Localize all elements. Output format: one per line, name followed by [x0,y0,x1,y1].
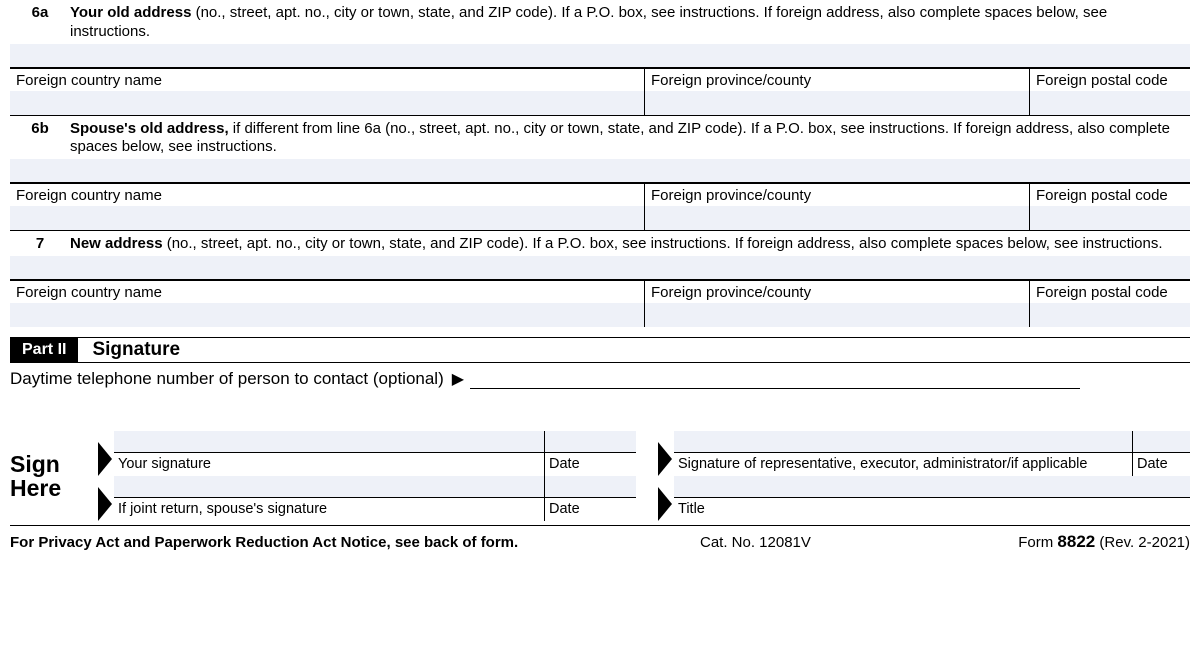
line-6b-foreign-postal-input[interactable] [1030,206,1190,230]
line-6b-number: 6b [10,120,70,137]
line-6a-foreign-postal: Foreign postal code [1030,69,1190,115]
foreign-country-label: Foreign country name [10,69,644,91]
line-7-foreign-province-input[interactable] [645,303,1029,327]
title-row: Title [656,476,1190,521]
foreign-province-label: Foreign province/county [645,69,1029,91]
line-6b-bold: Spouse's old address, [70,120,229,137]
spouse-signature-label: If joint return, spouse's signature [114,498,544,521]
date-label: Date [545,498,636,521]
line-7-foreign-country-input[interactable] [10,303,644,327]
your-signature-label: Your signature [114,453,544,476]
title-field[interactable]: Title [674,476,1190,521]
part-2-header: Part II Signature [10,337,1190,363]
footer-form-number: 8822 [1057,532,1095,551]
line-6a-foreign-row: Foreign country name Foreign province/co… [10,68,1190,115]
line-7-text: New address (no., street, apt. no., city… [70,235,1190,254]
foreign-postal-label: Foreign postal code [1030,281,1190,303]
title-label: Title [674,498,1190,521]
line-6a: 6a Your old address (no., street, apt. n… [10,0,1190,44]
line-6b-foreign-province: Foreign province/county [645,184,1030,230]
sign-here-word1: Sign [10,452,96,476]
line-6b-rest: if different from line 6a (no., street, … [70,120,1170,156]
line-7-foreign-country: Foreign country name [10,281,645,327]
spouse-signature-row: If joint return, spouse's signature Date [96,476,636,521]
part-2-title: Signature [78,339,180,361]
spouse-signature-field[interactable]: If joint return, spouse's signature [114,476,544,521]
line-6a-text: Your old address (no., street, apt. no.,… [70,4,1190,42]
line-7-foreign-province: Foreign province/county [645,281,1030,327]
line-7-foreign-postal: Foreign postal code [1030,281,1190,327]
arrow-right-icon: ▶ [450,369,470,389]
line-7-foreign-postal-input[interactable] [1030,303,1190,327]
line-6b-foreign-row: Foreign country name Foreign province/co… [10,183,1190,230]
footer-notice: For Privacy Act and Paperwork Reduction … [10,534,700,551]
arrow-right-icon [656,487,674,521]
line-6b-text: Spouse's old address, if different from … [70,120,1190,158]
line-6a-number: 6a [10,4,70,21]
foreign-province-label: Foreign province/county [645,184,1029,206]
sign-here-area: Sign Here Your signature [10,431,1190,526]
signature-col-right: Signature of representative, executor, a… [656,431,1190,521]
your-signature-date-field[interactable]: Date [544,431,636,476]
footer-form-no: Form 8822 (Rev. 2-2021) [960,532,1190,552]
foreign-province-label: Foreign province/county [645,281,1029,303]
form-8822-fragment: 6a Your old address (no., street, apt. n… [10,0,1190,560]
line-6a-foreign-country: Foreign country name [10,69,645,115]
line-7-number: 7 [10,235,70,252]
line-6a-foreign-province: Foreign province/county [645,69,1030,115]
sign-here-word2: Here [10,476,96,500]
arrow-right-icon [656,442,674,476]
your-signature-field[interactable]: Your signature [114,431,544,476]
line-7-input[interactable] [10,256,1190,280]
foreign-postal-label: Foreign postal code [1030,69,1190,91]
line-6a-foreign-postal-input[interactable] [1030,91,1190,115]
line-6b-foreign-country: Foreign country name [10,184,645,230]
foreign-country-label: Foreign country name [10,184,644,206]
line-6a-bold: Your old address [70,4,191,21]
rep-signature-label: Signature of representative, executor, a… [674,453,1132,476]
date-label: Date [545,453,636,476]
spouse-signature-date-field[interactable]: Date [544,476,636,521]
foreign-postal-label: Foreign postal code [1030,184,1190,206]
sign-here-label: Sign Here [10,431,96,521]
signature-columns: Your signature Date [96,431,1190,521]
footer-form-rev: (Rev. 2-2021) [1095,534,1190,551]
signature-col-left: Your signature Date [96,431,636,521]
daytime-phone-input[interactable] [470,369,1080,389]
line-6b-foreign-postal: Foreign postal code [1030,184,1190,230]
part-2-badge: Part II [10,338,78,362]
line-7-foreign-row: Foreign country name Foreign province/co… [10,280,1190,327]
foreign-country-label: Foreign country name [10,281,644,303]
rep-signature-row: Signature of representative, executor, a… [656,431,1190,476]
arrow-right-icon [96,487,114,521]
date-label: Date [1133,453,1190,476]
daytime-phone-row: Daytime telephone number of person to co… [10,363,1190,389]
line-6b-input[interactable] [10,159,1190,183]
line-6b-foreign-province-input[interactable] [645,206,1029,230]
line-6a-input[interactable] [10,44,1190,68]
rep-signature-field[interactable]: Signature of representative, executor, a… [674,431,1132,476]
line-7-rest: (no., street, apt. no., city or town, st… [163,235,1163,252]
line-7: 7 New address (no., street, apt. no., ci… [10,231,1190,256]
daytime-phone-label: Daytime telephone number of person to co… [10,369,450,389]
line-6a-foreign-country-input[interactable] [10,91,644,115]
footer-cat-no: Cat. No. 12081V [700,534,960,551]
line-6a-rest: (no., street, apt. no., city or town, st… [70,4,1107,40]
rep-signature-date-field[interactable]: Date [1132,431,1190,476]
footer-form-prefix: Form [1018,534,1057,551]
line-6b-foreign-country-input[interactable] [10,206,644,230]
arrow-right-icon [96,442,114,476]
line-6b: 6b Spouse's old address, if different fr… [10,116,1190,160]
line-6a-foreign-province-input[interactable] [645,91,1029,115]
form-footer: For Privacy Act and Paperwork Reduction … [10,526,1190,560]
line-7-bold: New address [70,235,163,252]
your-signature-row: Your signature Date [96,431,636,476]
